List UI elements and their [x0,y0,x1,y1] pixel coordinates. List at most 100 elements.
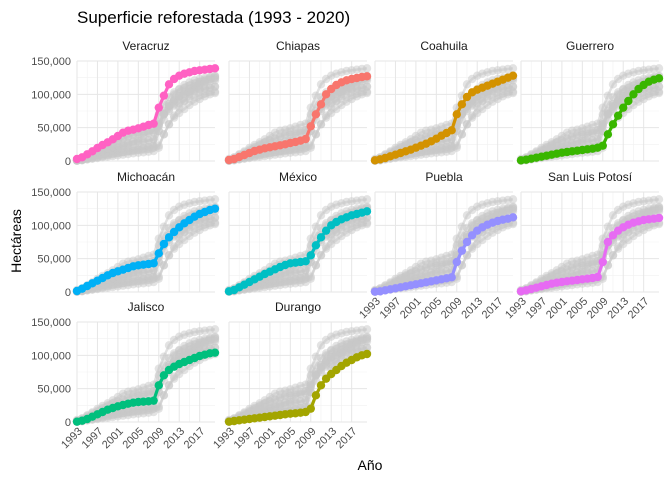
background-series-point [154,274,163,283]
x-tick-label: 2001 [544,295,570,321]
series-point [316,381,326,390]
series-point [457,246,467,255]
series-point [316,233,326,242]
background-series-point [210,88,220,98]
series-point [154,381,163,390]
y-tick-label: 0 [65,287,71,299]
background-series-point [301,396,310,405]
y-axis-title: Hectáreas [8,209,24,273]
x-tick-label: 2017 [480,295,506,321]
background-series-point [164,381,174,390]
background-series-point [301,266,310,275]
series-point [164,233,174,242]
series-point [362,349,372,359]
background-series-point [654,207,664,216]
background-series-point [210,195,220,204]
x-tick-label: 2017 [182,425,208,451]
x-tick-label: 2013 [459,295,485,321]
y-tick-label: 100,000 [31,89,71,101]
series-point [306,251,315,260]
background-series-point [164,251,174,260]
background-series-point [508,219,518,229]
facet-panel: Chiapas [224,39,372,165]
series-point [301,134,310,144]
series-point [154,249,163,258]
background-series-point [654,64,664,73]
series-point [159,91,169,100]
background-series-point [306,274,315,283]
series-point [306,404,315,413]
series-point [629,90,638,99]
series-point [149,259,158,268]
background-series-point [362,88,372,98]
x-tick-label: 2005 [418,295,444,321]
x-tick-label: 2009 [439,295,465,321]
facet-strip-label: Veracruz [122,39,169,53]
facet-panel: Veracruz 0 50,000 100,000 150,000 [31,39,220,168]
x-tick-label: 2001 [398,295,424,321]
y-tick-label: 150,000 [31,187,71,199]
series-point [362,207,372,216]
background-series-point [362,64,372,73]
background-series-point [159,110,169,119]
x-tick-label: 2001 [100,425,126,451]
background-series-point [210,325,220,334]
background-series-point [164,120,174,129]
background-series-point [154,143,163,152]
series-point [159,239,169,249]
x-tick-label: 2009 [141,425,167,451]
x-tick-label: 2005 [564,295,590,321]
x-tick-label: 2005 [120,425,146,451]
x-tick-label: 1997 [378,295,404,321]
y-tick-label: 150,000 [31,317,71,329]
background-series-point [452,143,461,152]
facet-strip-label: Guerrero [566,39,614,53]
background-series-point [306,143,315,152]
facet-panel: México [224,170,372,296]
facet-strip-label: Coahuila [420,39,468,53]
x-tick-label: 2001 [252,425,278,451]
background-series-point [508,207,518,216]
series-point [164,80,174,89]
background-series-point [608,251,618,260]
background-series-point [654,88,664,98]
series-point [316,100,326,109]
background-series-point [154,404,163,413]
background-series-point [164,211,174,220]
background-series-point [149,135,158,144]
background-series-point [316,120,326,129]
x-tick-label: 1993 [503,295,529,321]
background-series-point [311,130,321,139]
background-series-point [462,120,472,129]
background-series-point [164,341,174,350]
background-series-point [362,325,372,334]
series-point [321,226,331,235]
facet-panels: Veracruz 0 50,000 100,000 150,000 Chiapas Coah… [31,39,664,451]
series-point [654,74,664,83]
series-point [210,204,220,213]
background-series-point [362,219,372,229]
series-point [154,103,163,112]
y-tick-label: 50,000 [37,384,71,396]
background-series-point [593,135,602,144]
series-point [598,257,607,267]
series-point [301,257,310,266]
x-tick-label: 1993 [357,295,383,321]
background-series-point [462,80,472,89]
x-tick-label: 1993 [59,425,85,451]
series-point [613,111,623,120]
x-tick-label: 2017 [334,425,360,451]
background-series-point [311,371,321,380]
x-tick-label: 2013 [161,425,187,451]
y-tick-label: 100,000 [31,220,71,232]
x-tick-label: 1997 [524,295,550,321]
series-point [311,391,321,400]
background-series-point [316,251,326,260]
series-point [311,241,321,250]
background-series-point [508,64,518,73]
background-series-point [149,266,158,275]
series-point [311,110,321,119]
x-tick-label: 2009 [293,425,319,451]
x-tick-label: 2017 [626,295,652,321]
